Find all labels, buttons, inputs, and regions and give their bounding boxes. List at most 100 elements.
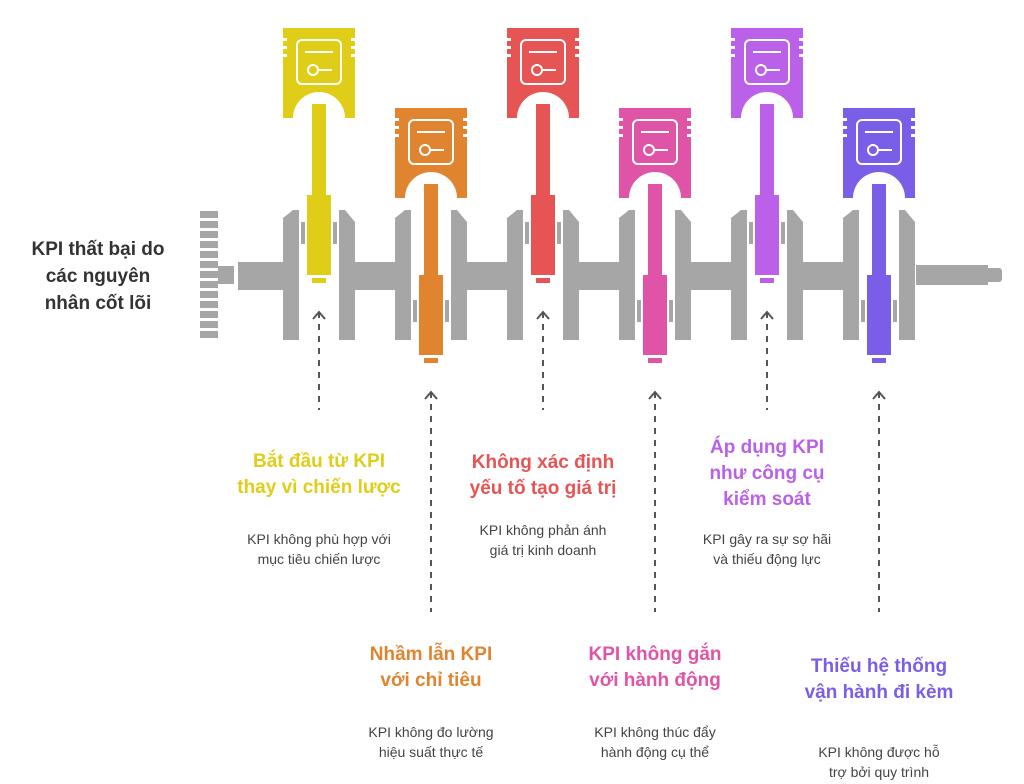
shaft-end — [916, 265, 988, 285]
arrow-head — [312, 310, 326, 320]
piston-head — [507, 28, 579, 118]
ring-groove — [687, 126, 691, 129]
gear-tooth — [200, 321, 218, 328]
web-pin — [781, 222, 785, 244]
ring-groove — [911, 126, 915, 129]
connecting-rod — [872, 184, 886, 278]
web-pin — [525, 222, 529, 244]
cause-title-line: Áp dụng KPI — [710, 437, 824, 458]
title-line: KPI thất bại do — [31, 239, 165, 260]
ring-groove — [283, 38, 287, 41]
crank-web — [899, 210, 915, 340]
gear-tooth — [200, 311, 218, 318]
cause-label-5: Áp dụng KPI như công cụ kiểm soát KPI gây r… — [657, 435, 877, 569]
shaft-segment — [579, 262, 619, 290]
cause-description-line: trợ bởi quy trình — [828, 764, 930, 780]
ring-groove — [731, 38, 735, 41]
shaft-segment — [238, 262, 288, 290]
arrow-head — [536, 310, 550, 320]
cause-description-line: hiệu suất thực tế — [378, 744, 484, 760]
ring-groove — [395, 126, 399, 129]
cause-title: Không xác định yếu tố tạo giá trị — [433, 450, 653, 502]
crank-web — [451, 210, 467, 340]
piston-head — [619, 108, 691, 198]
cause-description: KPI không thúc đẩy hành động cụ thể — [545, 722, 765, 762]
cause-label-6: Thiếu hệ thống vận hành đi kèm KPI không đ… — [769, 654, 989, 782]
web-pin — [445, 300, 449, 322]
rod-cap — [872, 358, 886, 363]
ring-groove — [463, 126, 467, 129]
crank-web — [395, 210, 411, 340]
cause-description-line: và thiếu động lực — [713, 551, 821, 567]
piston-1 — [283, 28, 355, 340]
big-end — [643, 275, 667, 355]
cause-description: KPI không phù hợp với mục tiêu chiến lược — [209, 529, 429, 569]
rod-cap — [536, 278, 550, 283]
ring-groove — [463, 134, 467, 137]
gear-tooth — [200, 331, 218, 338]
cause-description-line: KPI không được hỗ — [818, 744, 940, 760]
strategy-flowchart-icon — [296, 39, 342, 85]
shaft-segment — [355, 262, 395, 290]
gear-tooth — [200, 271, 218, 278]
icon-lines — [641, 131, 669, 151]
cause-title-line: KPI không gắn — [588, 644, 722, 665]
ring-groove — [843, 126, 847, 129]
cause-title: KPI không gắn với hành động — [545, 642, 765, 694]
piston-head — [283, 28, 355, 118]
web-pin — [861, 300, 865, 322]
ring-groove — [687, 118, 691, 121]
icon-frame — [520, 39, 566, 85]
cause-description-line: KPI gây ra sự sợ hãi — [702, 531, 832, 547]
cause-description: KPI không phản ánh giá trị kinh doanh — [433, 520, 653, 560]
connecting-rod — [312, 104, 326, 198]
cause-title-line: Nhầm lẫn KPI — [369, 644, 493, 665]
rod-cap — [648, 358, 662, 363]
ring-groove — [799, 54, 803, 57]
cause-title: Bắt đầu từ KPI thay vì chiến lược — [209, 449, 429, 501]
cause-title-line: yếu tố tạo giá trị — [469, 478, 617, 499]
connecting-rod — [424, 184, 438, 278]
cause-description: KPI gây ra sự sợ hãi và thiếu động lực — [657, 529, 877, 569]
cause-description: KPI không được hỗ trợ bởi quy trình — [769, 742, 989, 782]
title-line: nhân cốt lõi — [44, 293, 152, 314]
ring-groove — [619, 126, 623, 129]
icon-lines — [865, 131, 893, 151]
ring-groove — [507, 38, 511, 41]
cause-title-line: Không xác định — [471, 452, 615, 473]
gear-tooth — [200, 241, 218, 248]
icon-frame — [408, 119, 454, 165]
runner-flag-icon — [632, 119, 678, 165]
ring-groove — [507, 46, 511, 49]
gear-tooth — [200, 231, 218, 238]
icon-frame — [632, 119, 678, 165]
shaft-segment — [467, 262, 507, 290]
arrow-head — [424, 390, 438, 400]
cause-description: KPI không đo lường hiệu suất thực tế — [321, 722, 541, 762]
icon-frame — [856, 119, 902, 165]
cause-title-line: với hành động — [589, 670, 721, 691]
control-gears-icon — [744, 39, 790, 85]
connecting-rod — [536, 104, 550, 198]
ring-groove — [731, 54, 735, 57]
diagram-title: KPI thất bại do các nguyên nhân cốt lõi — [10, 236, 186, 317]
rod-cap — [312, 278, 326, 283]
cause-description-line: KPI không đo lường — [368, 724, 494, 740]
cause-title: Nhầm lẫn KPI với chỉ tiêu — [321, 642, 541, 694]
web-pin — [637, 300, 641, 322]
piston-2 — [395, 108, 467, 363]
cause-description-line: KPI không phản ánh — [479, 522, 607, 538]
web-pin — [669, 300, 673, 322]
cause-title-line: Thiếu hệ thống — [810, 656, 948, 677]
crank-web — [787, 210, 803, 340]
icon-lines — [305, 51, 333, 71]
cause-title-line: vận hành đi kèm — [804, 682, 954, 703]
connecting-rod — [760, 104, 774, 198]
web-pin — [413, 300, 417, 322]
crank-web — [619, 210, 635, 340]
gear-hub — [218, 266, 234, 284]
icon-lines — [417, 131, 445, 151]
cause-title-line: thay vì chiến lược — [237, 477, 401, 498]
gem-gear-icon — [520, 39, 566, 85]
